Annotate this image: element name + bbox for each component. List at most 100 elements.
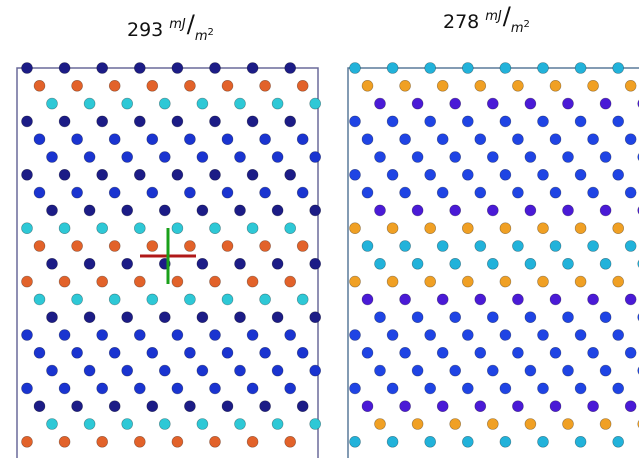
figure: 293mJ/m2 278mJ/m2 (0, 0, 639, 458)
atom (487, 312, 498, 323)
atom (412, 365, 423, 376)
atom (425, 276, 436, 287)
atom (362, 80, 373, 91)
atom (613, 383, 624, 394)
atom (260, 80, 271, 91)
atom (600, 152, 611, 163)
atom (34, 134, 45, 145)
atom (172, 223, 183, 234)
atom (222, 134, 233, 145)
atom (59, 276, 70, 287)
atom (538, 223, 549, 234)
atom (350, 223, 361, 234)
atom (184, 241, 195, 252)
atom (22, 116, 33, 127)
atom (387, 276, 398, 287)
atom (600, 312, 611, 323)
atom (72, 294, 83, 305)
atom (272, 152, 283, 163)
atom (588, 347, 599, 358)
atom (235, 152, 246, 163)
atom (500, 116, 511, 127)
atom (437, 241, 448, 252)
atom (122, 98, 133, 109)
atom (260, 134, 271, 145)
atom (450, 152, 461, 163)
atom (538, 383, 549, 394)
atom (350, 169, 361, 180)
atom (59, 436, 70, 447)
atom (147, 401, 158, 412)
atom (47, 152, 58, 163)
atom (475, 294, 486, 305)
atom (462, 63, 473, 74)
atom (450, 312, 461, 323)
atom (550, 134, 561, 145)
atom (450, 98, 461, 109)
atom (512, 294, 523, 305)
atom (159, 98, 170, 109)
atom (462, 116, 473, 127)
atom (362, 401, 373, 412)
atom (84, 419, 95, 430)
atom (159, 312, 170, 323)
atom (47, 258, 58, 269)
atom (184, 294, 195, 305)
atom (387, 223, 398, 234)
atom (247, 276, 258, 287)
atom (159, 205, 170, 216)
atom (412, 205, 423, 216)
atom (122, 152, 133, 163)
atom (512, 401, 523, 412)
atom (222, 294, 233, 305)
atom (550, 80, 561, 91)
atom (72, 134, 83, 145)
atom (109, 80, 120, 91)
atom (462, 169, 473, 180)
atom (437, 187, 448, 198)
atom (184, 80, 195, 91)
atom (122, 419, 133, 430)
atom (563, 419, 574, 430)
atom (613, 116, 624, 127)
atom (538, 276, 549, 287)
atom (462, 330, 473, 341)
atom (425, 436, 436, 447)
atom (97, 169, 108, 180)
atom (400, 187, 411, 198)
atom (297, 187, 308, 198)
atom (59, 330, 70, 341)
atom (210, 223, 221, 234)
atom (272, 365, 283, 376)
atom (487, 419, 498, 430)
atom (235, 98, 246, 109)
atom (350, 330, 361, 341)
atom (84, 312, 95, 323)
atom (450, 365, 461, 376)
atom (538, 436, 549, 447)
atom (475, 134, 486, 145)
atom (122, 312, 133, 323)
atom (500, 383, 511, 394)
atom (362, 241, 373, 252)
atom (538, 169, 549, 180)
atom (462, 383, 473, 394)
unit-numerator: mJ (485, 9, 502, 24)
atom (147, 347, 158, 358)
atom (425, 383, 436, 394)
atom (147, 294, 158, 305)
atom (487, 365, 498, 376)
atom (500, 63, 511, 74)
atom (72, 241, 83, 252)
atom (47, 98, 58, 109)
atom (272, 205, 283, 216)
atom (613, 63, 624, 74)
atom (122, 258, 133, 269)
atom (625, 134, 636, 145)
atom (59, 223, 70, 234)
atom (400, 401, 411, 412)
atom (475, 347, 486, 358)
atom (97, 223, 108, 234)
atom (172, 436, 183, 447)
atom (159, 419, 170, 430)
